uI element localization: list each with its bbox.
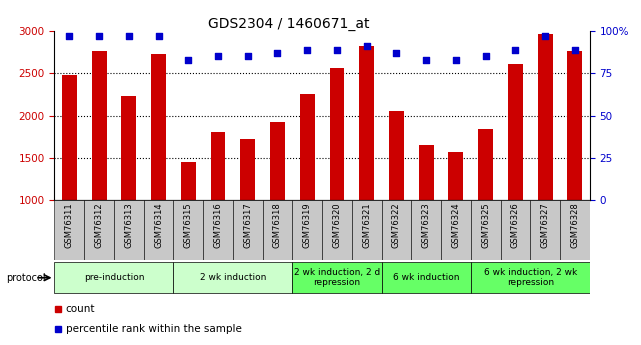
Bar — [300, 93, 315, 200]
Text: percentile rank within the sample: percentile rank within the sample — [66, 325, 242, 334]
Text: protocol: protocol — [6, 273, 46, 283]
Text: 2 wk induction, 2 d
repression: 2 wk induction, 2 d repression — [294, 268, 380, 287]
Bar — [501, 200, 530, 260]
Bar — [530, 200, 560, 260]
Bar — [151, 54, 166, 200]
Text: GSM76316: GSM76316 — [213, 202, 222, 248]
Bar — [62, 75, 77, 200]
Text: GSM76325: GSM76325 — [481, 202, 490, 247]
Text: GSM76318: GSM76318 — [273, 202, 282, 248]
Text: GSM76324: GSM76324 — [451, 202, 460, 247]
Text: 6 wk induction: 6 wk induction — [393, 273, 460, 282]
Bar — [449, 152, 463, 200]
Bar — [381, 262, 470, 293]
Bar — [441, 200, 470, 260]
Text: pre-induction: pre-induction — [84, 273, 144, 282]
Text: GSM76313: GSM76313 — [124, 202, 133, 248]
Point — [540, 33, 550, 39]
Bar — [470, 262, 590, 293]
Point — [243, 54, 253, 59]
Text: GSM76321: GSM76321 — [362, 202, 371, 247]
Bar — [240, 139, 255, 200]
Point — [302, 47, 312, 52]
Text: GSM76323: GSM76323 — [422, 202, 431, 248]
Bar — [174, 200, 203, 260]
Bar — [144, 200, 174, 260]
Text: GSM76327: GSM76327 — [540, 202, 549, 248]
Point — [213, 54, 223, 59]
Bar — [508, 64, 523, 200]
Text: 2 wk induction: 2 wk induction — [200, 273, 266, 282]
Point — [451, 57, 461, 62]
Bar — [270, 122, 285, 200]
Text: GSM76319: GSM76319 — [303, 202, 312, 247]
Point — [421, 57, 431, 62]
Bar — [478, 129, 493, 200]
Point — [332, 47, 342, 52]
Point — [391, 50, 401, 56]
Bar — [263, 200, 292, 260]
Point — [272, 50, 283, 56]
Text: GDS2304 / 1460671_at: GDS2304 / 1460671_at — [208, 17, 369, 31]
Point — [64, 33, 74, 39]
Bar — [560, 200, 590, 260]
Text: GSM76328: GSM76328 — [570, 202, 579, 248]
Point — [481, 54, 491, 59]
Point — [124, 33, 134, 39]
Bar — [322, 200, 352, 260]
Bar — [538, 34, 553, 200]
Text: 6 wk induction, 2 wk
repression: 6 wk induction, 2 wk repression — [483, 268, 577, 287]
Point — [153, 33, 163, 39]
Bar — [352, 200, 381, 260]
Bar — [292, 262, 381, 293]
Text: GSM76314: GSM76314 — [154, 202, 163, 247]
Bar — [174, 262, 292, 293]
Text: GSM76320: GSM76320 — [333, 202, 342, 247]
Bar — [211, 132, 226, 200]
Point — [183, 57, 194, 62]
Bar — [359, 46, 374, 200]
Bar — [92, 51, 106, 200]
Text: count: count — [66, 304, 96, 314]
Bar — [114, 200, 144, 260]
Bar — [84, 200, 114, 260]
Bar — [419, 145, 433, 200]
Text: GSM76317: GSM76317 — [244, 202, 253, 248]
Bar — [389, 110, 404, 200]
Text: GSM76311: GSM76311 — [65, 202, 74, 247]
Text: GSM76315: GSM76315 — [184, 202, 193, 247]
Bar — [292, 200, 322, 260]
Bar — [470, 200, 501, 260]
Bar — [54, 200, 84, 260]
Bar — [54, 262, 174, 293]
Bar — [233, 200, 263, 260]
Bar — [381, 200, 412, 260]
Bar — [329, 68, 344, 200]
Bar — [567, 51, 582, 200]
Point — [94, 33, 104, 39]
Bar — [121, 96, 137, 200]
Bar — [181, 162, 196, 200]
Bar — [412, 200, 441, 260]
Point — [362, 43, 372, 49]
Text: GSM76312: GSM76312 — [95, 202, 104, 247]
Point — [510, 47, 520, 52]
Point — [570, 47, 580, 52]
Text: GSM76326: GSM76326 — [511, 202, 520, 248]
Text: GSM76322: GSM76322 — [392, 202, 401, 247]
Bar — [203, 200, 233, 260]
